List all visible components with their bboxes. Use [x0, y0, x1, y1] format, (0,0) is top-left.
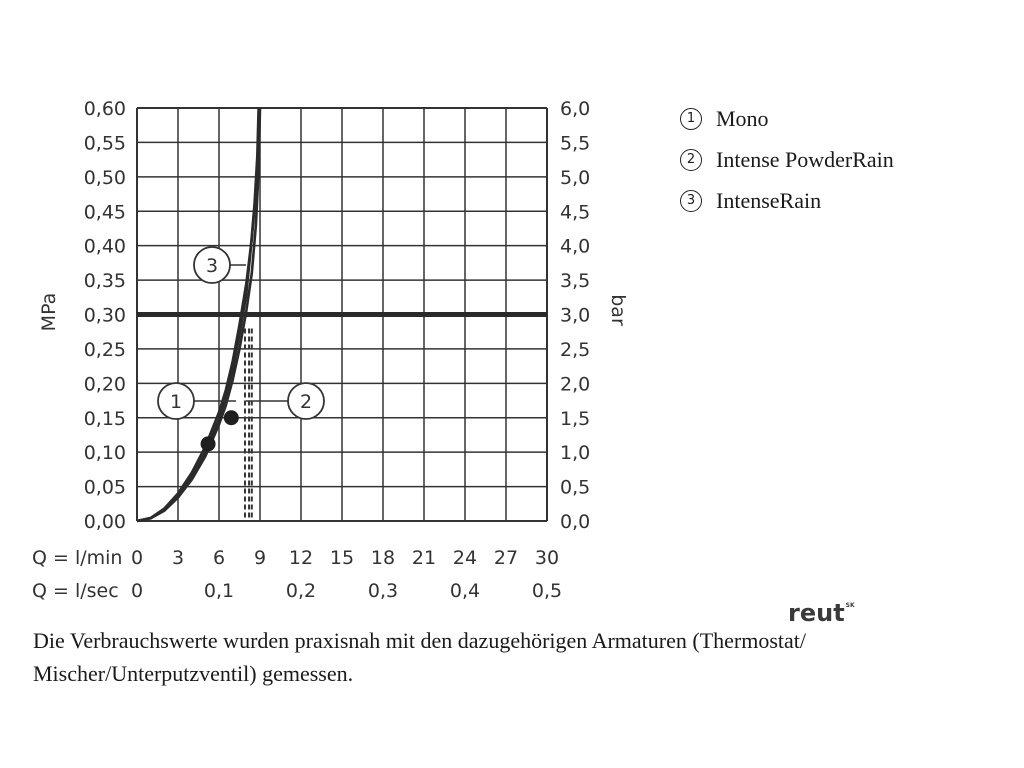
x-lsec-tick-label: 0,4 [450, 580, 480, 602]
x-lmin-tick-label: 30 [535, 547, 559, 569]
callout-circle-2 [287, 382, 325, 420]
x-axis-label-lsec: Q = l/sec [32, 580, 119, 602]
chart-callouts: 3 1 2 [157, 246, 325, 420]
y-right-tick-label: 3,5 [560, 270, 590, 292]
y-left-tick-label: 0,30 [84, 305, 126, 327]
y-left-tick-label: 0,00 [84, 511, 126, 533]
y-right-tick-label: 2,0 [560, 373, 590, 395]
y-left-tick-label: 0,15 [84, 408, 126, 430]
curve-marker-2 [223, 410, 239, 426]
footnote-text: Die Verbrauchswerte wurden praxisnah mit… [33, 628, 806, 686]
pressure-flow-chart: 31 2 0,000,050,100,150,200,250,300,350,40… [32, 98, 629, 602]
x-lsec-tick-label: 0,1 [204, 580, 234, 602]
x-lmin-tick-label: 18 [371, 547, 395, 569]
legend-item-intense-powderrain: 2 Intense PowderRain [680, 143, 894, 184]
x-lmin-tick-label: 0 [131, 547, 143, 569]
y-right-tick-label: 3,0 [560, 305, 590, 327]
callout-number-1: 1 [170, 391, 182, 413]
callout-number-3: 3 [206, 255, 218, 277]
x-lmin-tick-label: 9 [254, 547, 266, 569]
x-lsec-tick-label: 0,3 [368, 580, 398, 602]
y-left-tick-label: 0,50 [84, 167, 126, 189]
y-left-tick-label: 0,10 [84, 442, 126, 464]
x-axis-label-lmin: Q = l/min [32, 547, 122, 569]
y-right-tick-label: 0,5 [560, 477, 590, 499]
x-lmin-tick-label: 6 [213, 547, 225, 569]
x-lmin-tick-label: 12 [289, 547, 313, 569]
x-lmin-tick-label: 21 [412, 547, 436, 569]
curve-series-3 [136, 107, 261, 523]
callout-number-2: 2 [300, 391, 312, 413]
legend: 1 Mono 2 Intense PowderRain 3 IntenseRain [680, 102, 894, 225]
y-left-tick-label: 0,20 [84, 373, 126, 395]
y-right-tick-label: 0,0 [560, 511, 590, 533]
y-axis-label-bar: bar [607, 294, 629, 326]
y-left-tick-label: 0,05 [84, 477, 126, 499]
legend-label: IntenseRain [716, 187, 822, 213]
legend-label: Intense PowderRain [716, 146, 894, 172]
y-right-tick-label: 1,5 [560, 408, 590, 430]
logo-text: reut [788, 599, 845, 627]
legend-item-mono: 1 Mono [680, 102, 894, 143]
legend-number-badge: 2 [680, 148, 702, 171]
chart-tick-labels: 0,000,050,100,150,200,250,300,350,400,45… [84, 98, 591, 602]
legend-number-badge: 1 [680, 107, 702, 130]
x-lsec-tick-label: 0,2 [286, 580, 316, 602]
y-left-tick-label: 0,45 [84, 201, 126, 223]
y-left-tick-label: 0,35 [84, 270, 126, 292]
callout-circle-3 [193, 246, 231, 284]
y-right-tick-label: 5,0 [560, 167, 590, 189]
legend-label: Mono [716, 105, 769, 131]
callout-circle-1 [157, 382, 195, 420]
y-left-tick-label: 0,60 [84, 98, 126, 120]
y-left-tick-label: 0,55 [84, 132, 126, 154]
logo-suffix: SK [845, 602, 855, 609]
y-left-tick-label: 0,40 [84, 236, 126, 258]
y-left-tick-label: 0,25 [84, 339, 126, 361]
x-lsec-tick-label: 0 [131, 580, 143, 602]
brand-logo: reutSK [788, 599, 855, 627]
y-right-tick-label: 4,0 [560, 236, 590, 258]
x-lmin-tick-label: 27 [494, 547, 518, 569]
y-right-tick-label: 2,5 [560, 339, 590, 361]
curve-marker-1 [200, 436, 216, 452]
x-lmin-tick-label: 3 [172, 547, 184, 569]
legend-item-intenserain: 3 IntenseRain [680, 184, 894, 225]
x-lsec-tick-label: 0,5 [532, 580, 562, 602]
curve-series-2 [136, 107, 262, 523]
y-right-tick-label: 4,5 [560, 201, 590, 223]
y-axis-label-mpa: MPa [38, 293, 60, 332]
y-right-tick-label: 1,0 [560, 442, 590, 464]
y-right-tick-label: 5,5 [560, 132, 590, 154]
y-right-tick-label: 6,0 [560, 98, 590, 120]
chart-curves [136, 107, 547, 523]
x-lmin-tick-label: 15 [330, 547, 354, 569]
x-lmin-tick-label: 24 [453, 547, 477, 569]
legend-number-badge: 3 [680, 189, 702, 212]
